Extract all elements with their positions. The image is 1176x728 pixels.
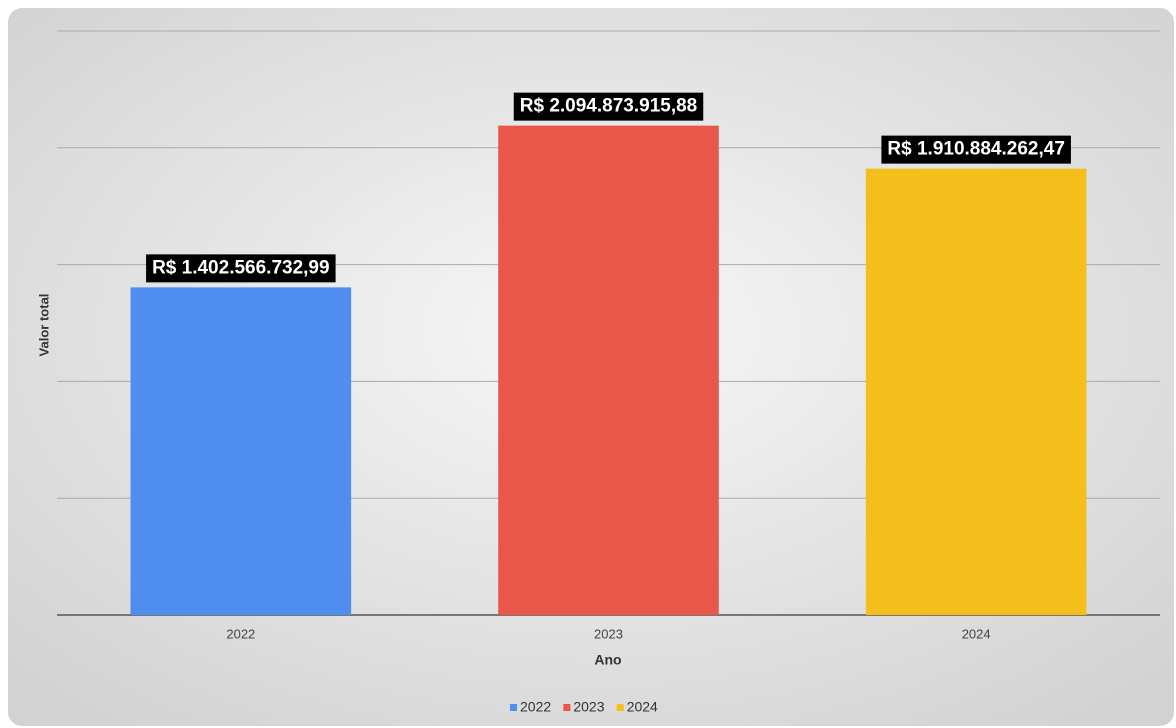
x-tick-label: 2024 — [962, 626, 991, 641]
x-tick-label: 2022 — [226, 626, 255, 641]
legend-swatch — [510, 704, 517, 711]
legend-label: 2023 — [573, 699, 604, 715]
bar — [130, 287, 352, 615]
legend-label: 2022 — [520, 699, 551, 715]
bar — [498, 125, 719, 615]
legend-label: 2024 — [627, 699, 658, 715]
data-label-box — [881, 135, 1071, 164]
data-label: R$ 1.402.566.732,99 — [152, 257, 330, 278]
y-axis-label: Valor total — [36, 294, 51, 357]
x-axis-label: Ano — [594, 652, 621, 668]
legend-swatch — [616, 704, 624, 711]
data-label-box — [513, 92, 704, 121]
bar — [865, 168, 1087, 615]
data-label: R$ 2.094.873.915,88 — [520, 96, 698, 117]
legend-swatch — [563, 704, 571, 711]
x-tick-label: 2023 — [594, 626, 623, 641]
data-label: R$ 1.910.884.262,47 — [887, 139, 1065, 160]
data-label-box — [146, 254, 336, 283]
